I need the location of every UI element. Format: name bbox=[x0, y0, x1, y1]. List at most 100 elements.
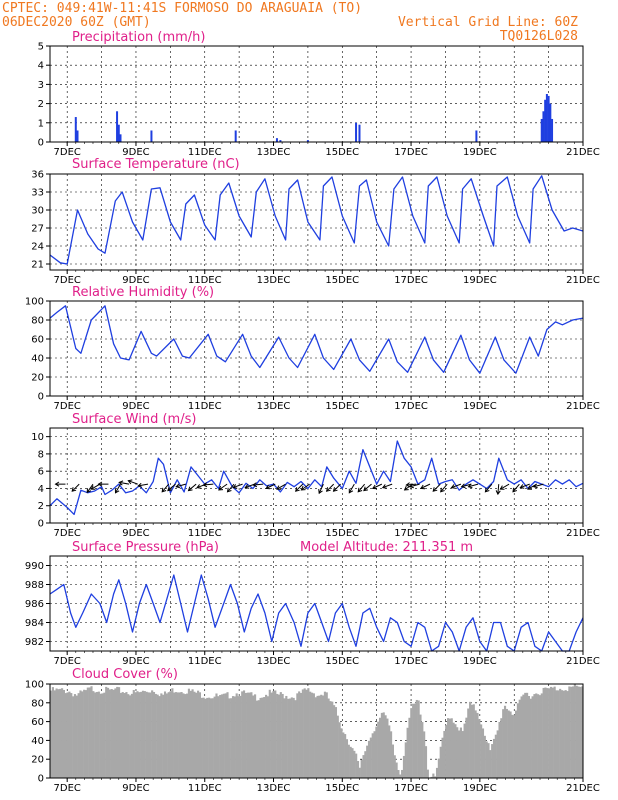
wind-arrow-head-3 bbox=[90, 485, 96, 490]
xtick-label-2-2: 11DEC bbox=[188, 401, 222, 412]
cloud-bar-68 bbox=[174, 692, 178, 778]
xtick-label-1-7: 21DEC bbox=[566, 275, 600, 286]
xtick-label-5-4: 15DEC bbox=[325, 783, 359, 794]
cloud-bar-108 bbox=[248, 692, 251, 778]
wind-arrow-shaft-23 bbox=[301, 483, 310, 491]
cloud-bar-167 bbox=[356, 760, 360, 778]
cloud-bar-235 bbox=[481, 728, 485, 778]
cloud-bar-67 bbox=[173, 692, 176, 778]
cloud-bar-197 bbox=[412, 703, 415, 778]
cloud-bar-268 bbox=[542, 687, 545, 778]
cloud-bar-278 bbox=[560, 690, 564, 778]
precip-bar-4 bbox=[119, 134, 122, 142]
wind-arrow-shaft-14 bbox=[203, 483, 214, 486]
wind-arrow-shaft-16 bbox=[227, 483, 235, 493]
cloud-bar-45 bbox=[132, 690, 135, 778]
cloud-bar-241 bbox=[492, 738, 496, 778]
cloud-bar-56 bbox=[152, 691, 156, 778]
cloud-bar-30 bbox=[105, 686, 108, 778]
cloud-bar-228 bbox=[469, 701, 472, 778]
cloud-bar-283 bbox=[570, 686, 573, 778]
cloud-bar-134 bbox=[296, 693, 299, 778]
cloud-bar-185 bbox=[390, 731, 393, 778]
panel-frame-4 bbox=[49, 555, 584, 652]
cloud-bar-280 bbox=[564, 690, 567, 778]
wind-arrow-head-26 bbox=[332, 487, 338, 492]
xtick-label-2-7: 21DEC bbox=[566, 401, 600, 412]
ytick-label-1-2: 27 bbox=[31, 224, 44, 235]
xtick-label-1-1: 9DEC bbox=[122, 275, 149, 286]
cloud-bar-55 bbox=[151, 690, 154, 778]
cloud-bar-177 bbox=[375, 726, 378, 778]
xtick-label-3-2: 11DEC bbox=[188, 528, 222, 539]
cloud-bar-40 bbox=[123, 693, 126, 778]
cloud-bar-232 bbox=[476, 712, 479, 778]
wind-title: Surface Wind (m/s) bbox=[72, 412, 196, 427]
cloud-bar-92 bbox=[219, 694, 222, 778]
cloud-bar-129 bbox=[287, 698, 290, 778]
cloud-bar-50 bbox=[141, 690, 145, 778]
ytick-label-4-2: 986 bbox=[25, 599, 44, 610]
cloud-bar-9 bbox=[66, 692, 69, 778]
cloud-bar-34 bbox=[112, 689, 115, 778]
cloud-bar-60 bbox=[160, 693, 163, 778]
cloud-bar-98 bbox=[230, 698, 233, 778]
cloud-bar-211 bbox=[437, 758, 440, 778]
cloud-bar-224 bbox=[461, 731, 464, 778]
cloud-bar-247 bbox=[503, 705, 507, 778]
xtick-label-5-2: 11DEC bbox=[188, 783, 222, 794]
wind-arrow-head-33 bbox=[405, 482, 411, 488]
pressure-panel: Surface Pressure (hPa) Model Altitude: 2… bbox=[25, 540, 600, 667]
cloud-bar-158 bbox=[340, 728, 343, 778]
cloud-bar-17 bbox=[81, 691, 84, 778]
cloud-bar-63 bbox=[165, 693, 168, 778]
xtick-label-2-5: 17DEC bbox=[394, 401, 428, 412]
ytick-label-4-3: 988 bbox=[25, 580, 44, 591]
cloud-bar-282 bbox=[568, 686, 571, 778]
cloud-bar-190 bbox=[399, 774, 402, 778]
cloud-bar-192 bbox=[402, 755, 406, 778]
cloud-bar-207 bbox=[430, 776, 433, 778]
cloud-bar-11 bbox=[70, 693, 73, 778]
cloud-bar-209 bbox=[434, 776, 437, 778]
cloud-bar-10 bbox=[68, 691, 71, 778]
cloud-bar-145 bbox=[316, 695, 319, 778]
wind-arrow-shaft-44 bbox=[512, 483, 520, 493]
wind-arrow-head-30 bbox=[371, 484, 377, 490]
wind-arrow-head-5 bbox=[114, 488, 120, 494]
ytick-label-0-5: 5 bbox=[38, 42, 44, 53]
precip-bar-7 bbox=[275, 138, 278, 142]
wind-arrow-head-31 bbox=[381, 484, 387, 489]
cloud-bar-242 bbox=[494, 734, 497, 778]
xtick-label-2-1: 9DEC bbox=[122, 401, 149, 412]
wind-arrow-shaft-21 bbox=[276, 483, 286, 490]
wind-arrow-shaft-9 bbox=[161, 483, 170, 493]
cloud-bar-171 bbox=[364, 751, 367, 778]
cloud-bar-186 bbox=[391, 744, 394, 778]
wind-arrow-shaft-3 bbox=[90, 483, 101, 490]
cloud-bar-20 bbox=[86, 687, 89, 778]
cloud-bar-237 bbox=[485, 741, 488, 778]
wind-arrow-head-20 bbox=[265, 484, 271, 490]
cloud-bar-168 bbox=[358, 767, 361, 778]
cloud-bar-121 bbox=[272, 690, 275, 778]
series-line-4 bbox=[49, 574, 584, 652]
cloud-bar-42 bbox=[127, 694, 130, 778]
ytick-label-3-3: 6 bbox=[38, 467, 44, 478]
cloud-bar-15 bbox=[77, 693, 80, 778]
cloud-bar-196 bbox=[410, 708, 413, 778]
precip-bar-16 bbox=[545, 94, 548, 142]
cloud-bar-259 bbox=[526, 692, 529, 778]
wind-arrow-head-4 bbox=[97, 481, 103, 487]
wind-arrow-shaft-41 bbox=[485, 483, 493, 493]
cloud-bar-254 bbox=[516, 703, 519, 778]
ytick-label-1-5: 36 bbox=[31, 170, 44, 181]
wind-arrow-head-39 bbox=[460, 483, 466, 489]
ytick-label-1-0: 21 bbox=[31, 260, 44, 271]
wind-arrow-shaft-35 bbox=[420, 483, 431, 489]
cloud-bar-18 bbox=[83, 689, 86, 778]
cloud-bar-243 bbox=[496, 730, 499, 778]
cloud-bar-125 bbox=[279, 692, 282, 778]
cloud-bar-231 bbox=[474, 710, 477, 778]
cloud-bar-267 bbox=[540, 693, 543, 778]
